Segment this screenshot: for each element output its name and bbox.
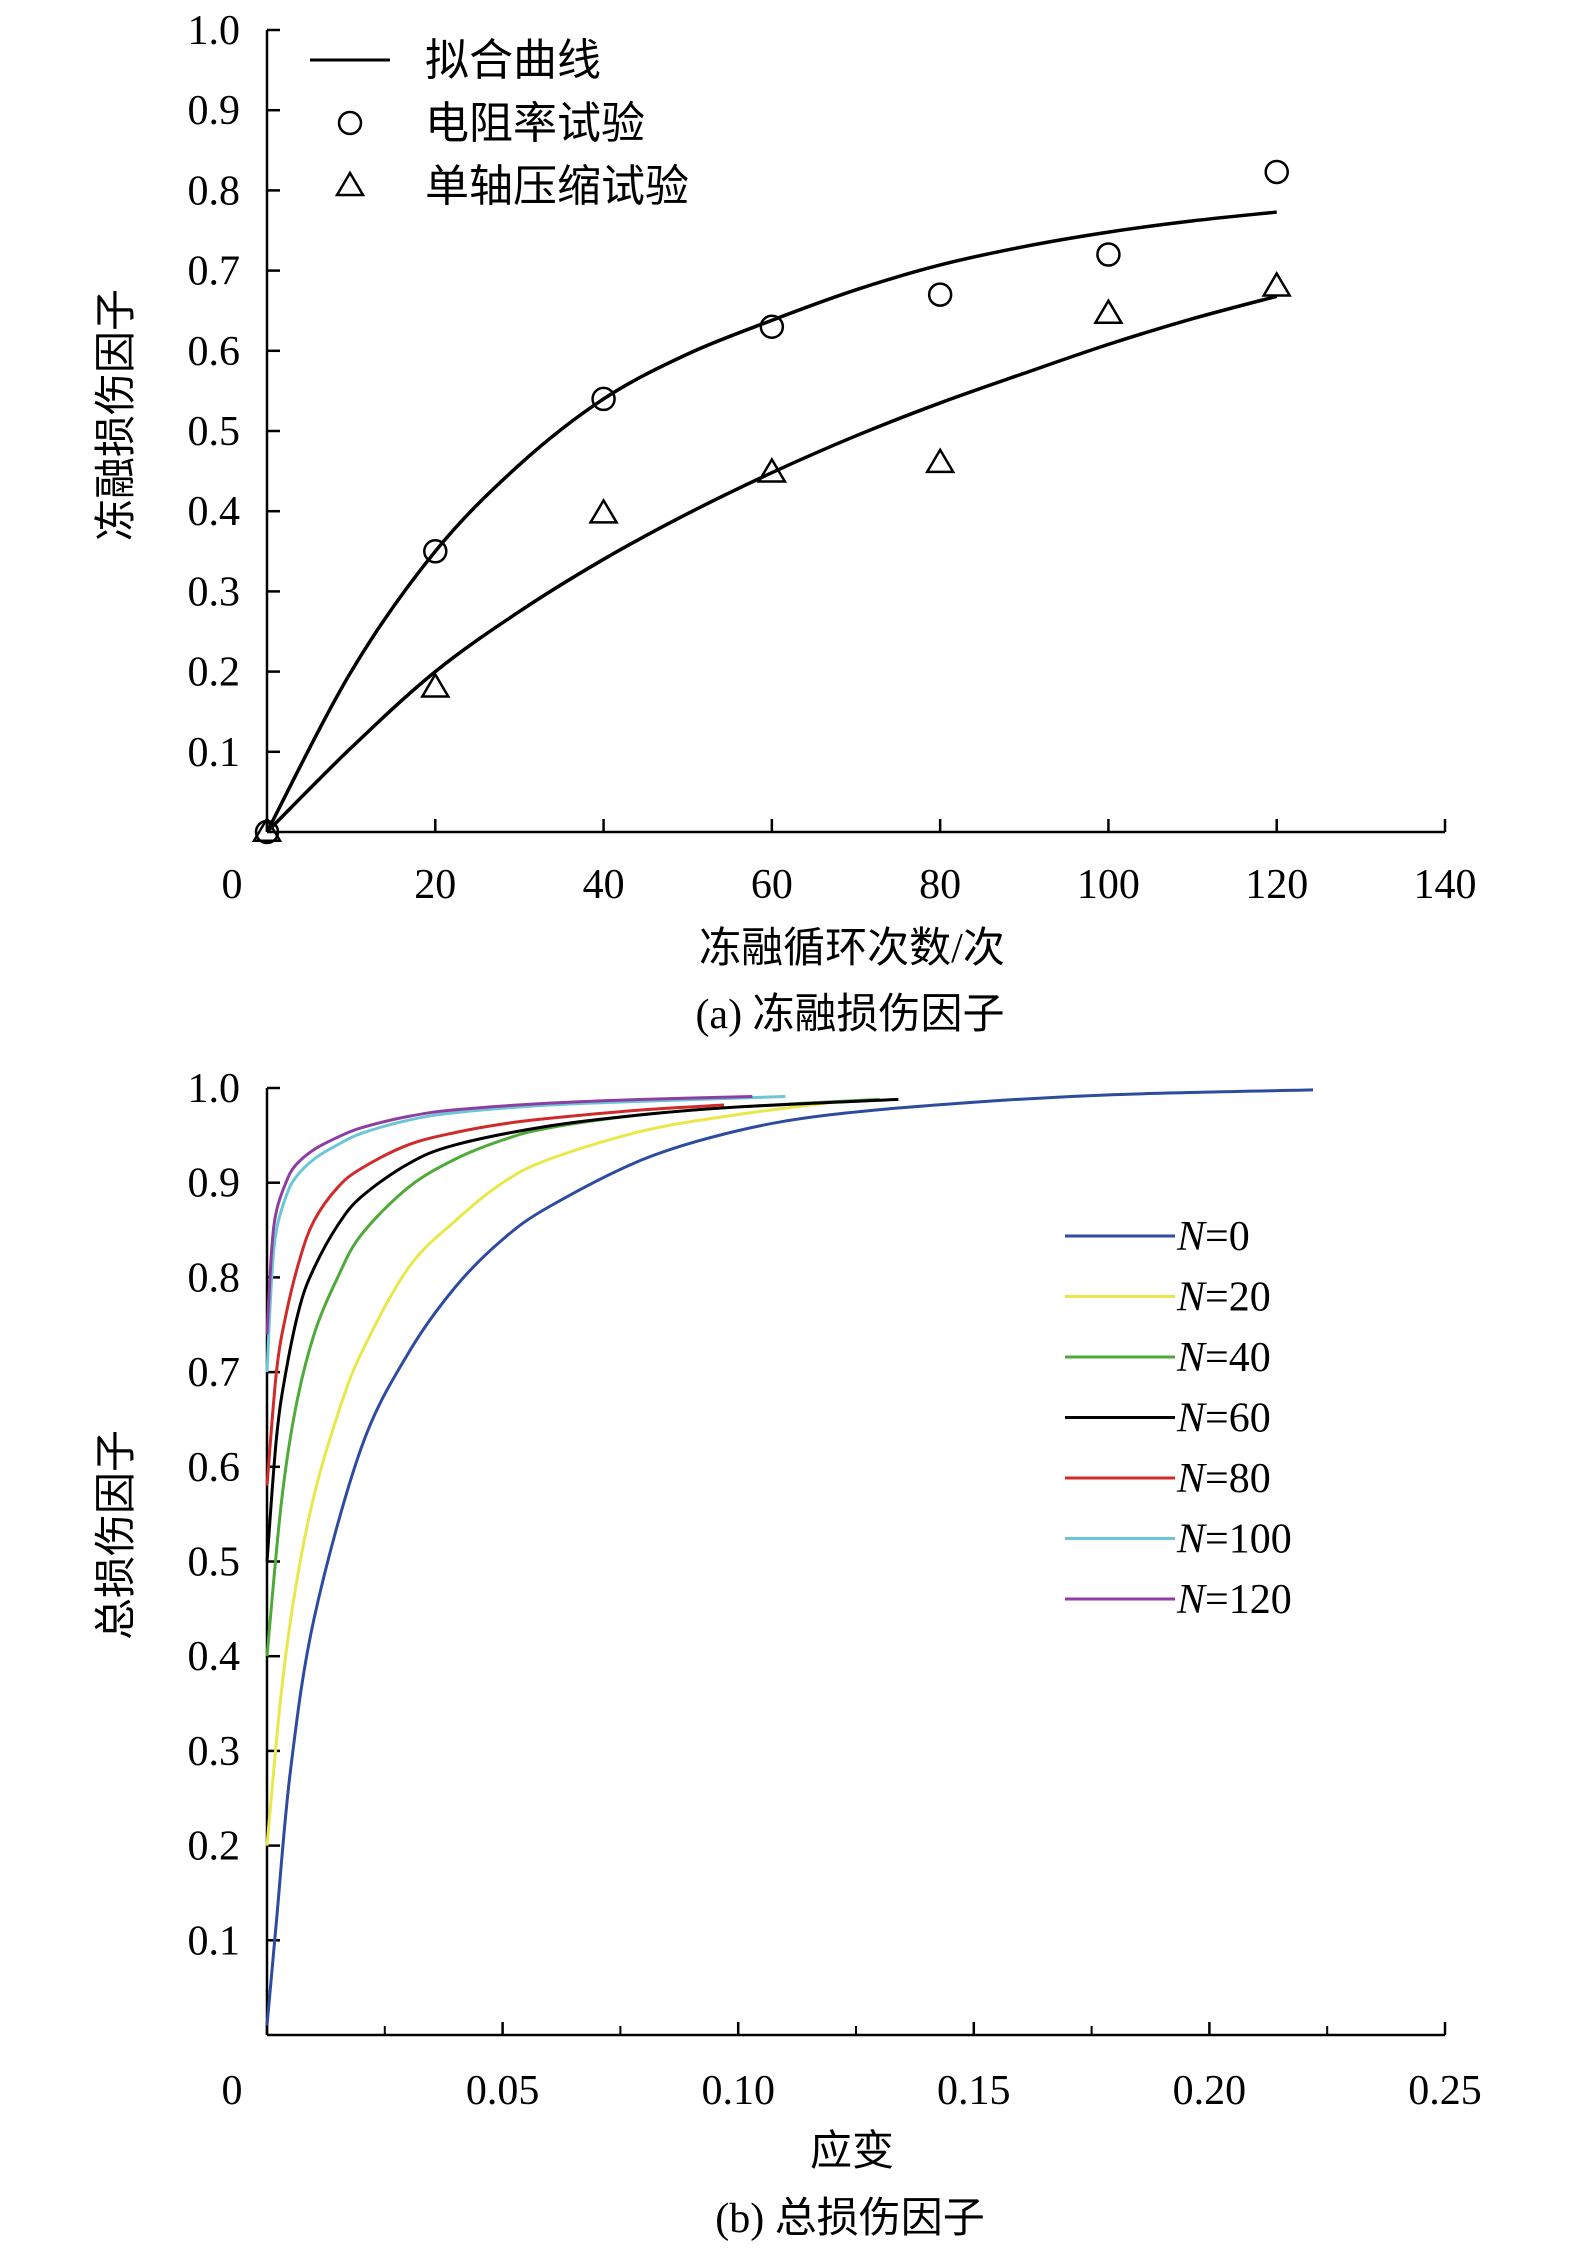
y-tick-label: 0.2 <box>188 650 241 696</box>
fitted-curve <box>265 294 1278 834</box>
circle-data-point <box>423 539 448 564</box>
damage-curve-120 <box>265 1095 753 1335</box>
x-tick-label: 20 <box>414 862 456 908</box>
x-tick-label: 100 <box>1077 862 1140 908</box>
y-tick-label: 1.0 <box>188 1066 241 1112</box>
circle-data-point <box>1096 242 1121 267</box>
damage-curve-80 <box>265 1103 725 1486</box>
legend-label: 电阻率试验 <box>425 99 645 148</box>
panel-b-plot-lines <box>265 1088 1314 2026</box>
damage-curve-40 <box>265 1097 880 1657</box>
circle-data-point <box>591 386 616 412</box>
panel-a-plot-marks <box>251 159 1292 845</box>
panel-b-legend: N=0 N=20 N=40 N=60 N=80 N=100 N=120 <box>1065 1214 1292 1623</box>
legend-circle-swatch <box>337 110 363 136</box>
y-tick-label: 0.8 <box>188 1255 241 1301</box>
fitted-curve <box>265 210 1277 833</box>
y-tick-label: 0.1 <box>188 730 241 776</box>
y-tick-label: 0.6 <box>188 1445 241 1491</box>
legend-label-20: N=20 <box>1176 1275 1271 1321</box>
circle-data-point <box>927 282 953 307</box>
x-tick-label: 0.20 <box>1173 2068 1247 2114</box>
y-tick-label: 0.4 <box>188 489 241 535</box>
panel-b-x-axis-label: 应变 <box>810 2128 894 2175</box>
panel-a-caption: (a) 冻融损伤因子 <box>695 991 1004 1038</box>
legend-label-80: N=80 <box>1176 1456 1271 1502</box>
triangle-data-point <box>1093 298 1124 324</box>
x-tick-label: 0.05 <box>466 2068 540 2114</box>
x-tick-label: 40 <box>583 862 625 908</box>
y-tick-label: 0.1 <box>188 1918 241 1964</box>
panel-b-ticks: 0 0.05 0.10 0.15 0.20 0.25 0.1 0.2 0.3 0.4 0.5 0.6 0… <box>188 1066 1482 2114</box>
panel-a-x-axis-label: 冻融循环次数/次 <box>699 925 1005 972</box>
y-tick-label: 0.8 <box>188 168 241 214</box>
damage-curve-0 <box>265 1088 1314 2026</box>
x-tick-label: 0 <box>222 2068 243 2114</box>
legend-label-60: N=60 <box>1176 1396 1271 1442</box>
panel-b-y-axis-label: 总损伤因子 <box>94 1430 140 1640</box>
triangle-data-point <box>251 816 283 843</box>
y-tick-label: 0.7 <box>188 249 241 295</box>
damage-curve-100 <box>265 1095 786 1373</box>
triangle-data-point <box>924 447 956 474</box>
legend-label-100: N=100 <box>1176 1517 1292 1563</box>
panel-b-caption: (b) 总损伤因子 <box>715 2196 984 2242</box>
x-tick-label: 0 <box>222 862 243 908</box>
panel-a-y-axis-label: 冻融损伤因子 <box>93 289 140 541</box>
panel-a-freeze-thaw-damage: 0 20 40 60 80 100 120 140 0.1 0.2 0.3 0.4 0.5 0.6 0.7 0… <box>93 8 1477 1038</box>
x-tick-label: 120 <box>1245 862 1308 908</box>
x-tick-label: 80 <box>919 862 961 908</box>
y-tick-label: 0.5 <box>188 409 241 455</box>
y-tick-label: 1.0 <box>188 8 241 54</box>
legend-label-40: N=40 <box>1176 1335 1271 1381</box>
panel-b-total-damage: 0 0.05 0.10 0.15 0.20 0.25 0.1 0.2 0.3 0.4 0.5 0.6 0… <box>94 1066 1482 2242</box>
damage-curve-60 <box>265 1097 899 1562</box>
x-tick-label: 0.25 <box>1408 2068 1482 2114</box>
y-tick-label: 0.7 <box>188 1350 241 1396</box>
x-tick-label: 0.15 <box>937 2068 1011 2114</box>
circle-data-point <box>759 314 785 339</box>
panel-a-ticks: 0 20 40 60 80 100 120 140 0.1 0.2 0.3 0.4 0.5 0.6 0.7 0… <box>188 8 1477 908</box>
legend-label-120: N=120 <box>1176 1577 1292 1623</box>
triangle-data-point <box>588 497 619 524</box>
panel-a-axes <box>265 30 1445 834</box>
circle-data-point <box>1264 159 1289 185</box>
legend-label: 单轴压缩试验 <box>425 162 689 211</box>
legend-label-0: N=0 <box>1176 1214 1250 1260</box>
y-tick-label: 0.6 <box>188 329 241 375</box>
triangle-data-point <box>420 671 451 698</box>
x-tick-label: 140 <box>1414 862 1477 908</box>
y-tick-label: 0.4 <box>188 1634 241 1680</box>
x-tick-label: 60 <box>751 862 793 908</box>
legend-triangle-swatch <box>334 170 366 197</box>
y-tick-label: 0.2 <box>188 1824 241 1870</box>
triangle-data-point <box>1261 270 1292 297</box>
x-tick-label: 0.10 <box>701 2068 775 2114</box>
y-tick-label: 0.3 <box>188 569 241 615</box>
y-tick-label: 0.5 <box>188 1540 241 1586</box>
y-tick-label: 0.3 <box>188 1729 241 1775</box>
damage-curve-20 <box>265 1100 833 1846</box>
y-tick-label: 0.9 <box>188 1161 241 1207</box>
y-tick-label: 0.9 <box>188 88 241 134</box>
legend-label: 拟合曲线 <box>425 36 601 85</box>
